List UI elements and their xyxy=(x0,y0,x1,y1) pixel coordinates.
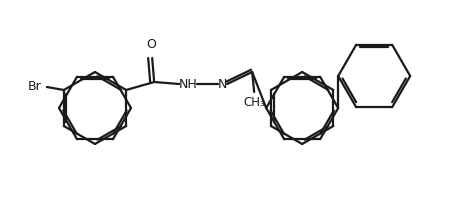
Text: CH₃: CH₃ xyxy=(243,96,265,109)
Text: O: O xyxy=(146,38,156,51)
Text: N: N xyxy=(218,78,227,90)
Text: Br: Br xyxy=(28,80,42,94)
Text: NH: NH xyxy=(179,78,197,90)
